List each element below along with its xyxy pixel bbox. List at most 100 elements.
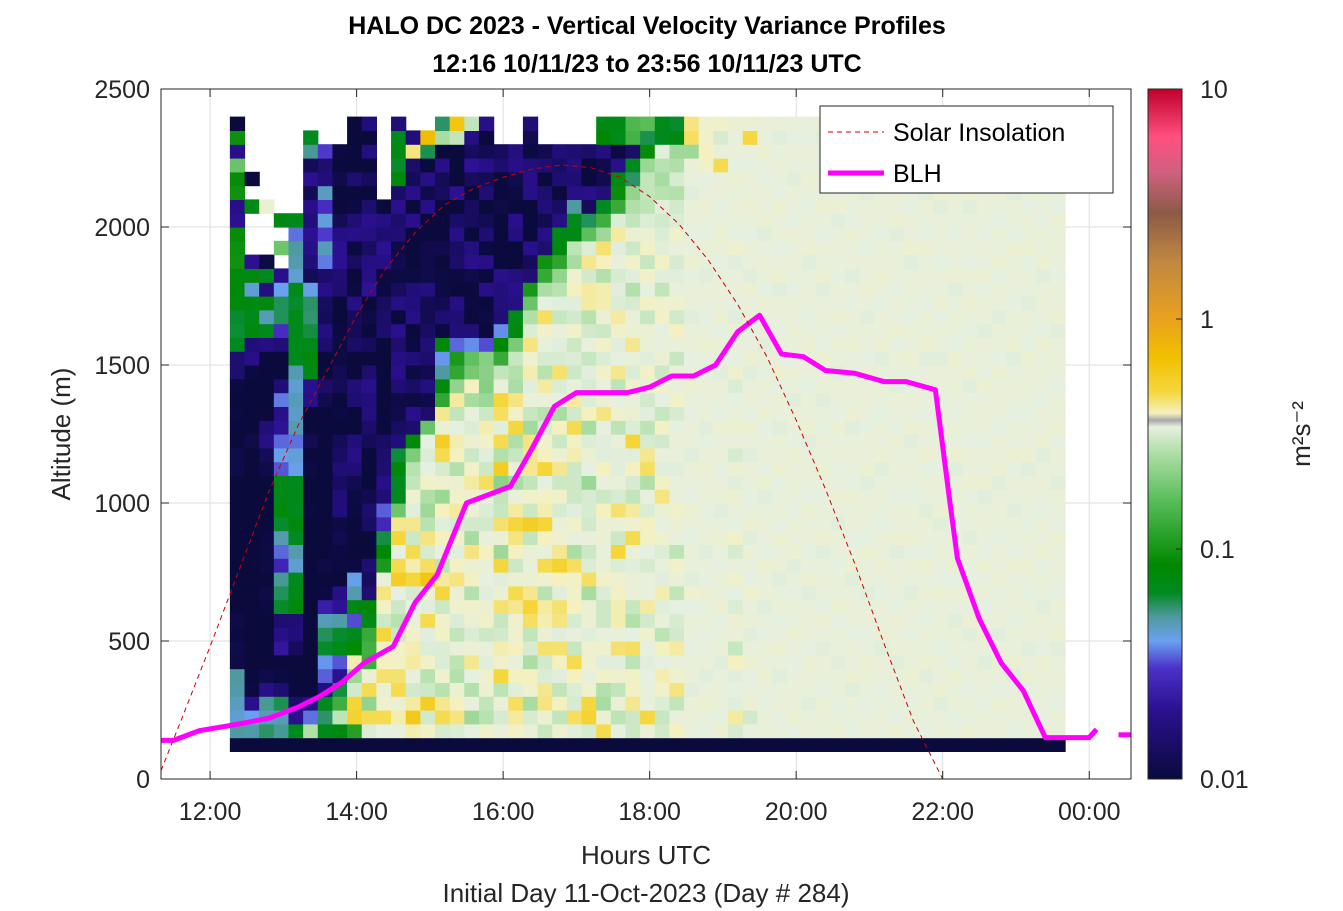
- heatmap-cell: [449, 227, 465, 242]
- heatmap-cell: [581, 585, 597, 601]
- heatmap-cell: [698, 516, 715, 532]
- heatmap-cell: [391, 309, 407, 325]
- heatmap-cell: [361, 185, 377, 200]
- heatmap-cell: [947, 682, 964, 697]
- heatmap-cell: [566, 171, 583, 187]
- heatmap-cell: [596, 392, 612, 407]
- heatmap-cell: [859, 503, 876, 518]
- heatmap-cell: [229, 116, 246, 131]
- heatmap-cell: [522, 309, 539, 325]
- heatmap-cell: [610, 227, 627, 242]
- heatmap-cell: [654, 392, 671, 407]
- heatmap-cell: [801, 516, 817, 532]
- heatmap-cell: [1050, 461, 1066, 476]
- heatmap-cell: [991, 627, 1008, 642]
- heatmap-cell: [962, 378, 978, 394]
- heatmap-cell: [596, 696, 612, 711]
- heatmap-cell: [596, 240, 612, 256]
- heatmap-cell: [654, 613, 671, 628]
- legend-label-blh: BLH: [893, 160, 942, 188]
- heatmap-cell: [874, 530, 890, 545]
- heatmap-cell: [288, 323, 304, 338]
- heatmap-cell: [522, 682, 539, 697]
- heatmap-cell: [933, 365, 949, 380]
- heatmap-cell: [493, 668, 509, 683]
- heatmap-cell: [478, 696, 495, 711]
- heatmap-cell: [303, 585, 319, 601]
- heatmap-cell: [1006, 530, 1022, 545]
- heatmap-cell: [1021, 585, 1037, 601]
- heatmap-cell: [1050, 530, 1066, 545]
- heatmap-cell: [449, 737, 465, 752]
- heatmap-cell: [698, 351, 715, 366]
- heatmap-cell: [977, 544, 993, 559]
- heatmap-cell: [889, 475, 905, 490]
- heatmap-cell: [772, 130, 788, 145]
- heatmap-cell: [977, 434, 993, 449]
- heatmap-cell: [420, 144, 436, 159]
- heatmap-cell: [669, 351, 685, 366]
- heatmap-cell: [596, 613, 612, 628]
- heatmap-cell: [962, 682, 978, 697]
- heatmap-cell: [1006, 268, 1022, 283]
- heatmap-cell: [273, 461, 290, 476]
- heatmap-cell: [610, 158, 627, 173]
- heatmap-cell: [918, 213, 934, 228]
- heatmap-cell: [361, 737, 377, 752]
- heatmap-cell: [508, 572, 524, 587]
- heatmap-cell: [449, 682, 465, 697]
- heatmap-cell: [640, 199, 656, 214]
- heatmap-cell: [625, 337, 641, 352]
- heatmap-cell: [830, 654, 846, 670]
- heatmap-cell: [640, 544, 656, 559]
- heatmap-cell: [435, 654, 451, 670]
- heatmap-cell: [317, 227, 334, 242]
- heatmap-cell: [1006, 710, 1022, 725]
- heatmap-cell: [273, 737, 290, 752]
- heatmap-cell: [815, 737, 832, 752]
- heatmap-cell: [552, 682, 568, 697]
- heatmap-cell: [640, 627, 656, 642]
- heatmap-cell: [537, 282, 553, 297]
- heatmap-cell: [229, 420, 246, 435]
- heatmap-cell: [947, 351, 964, 366]
- heatmap-cell: [552, 710, 568, 725]
- heatmap-cell: [552, 337, 568, 352]
- heatmap-cell: [1006, 558, 1022, 573]
- heatmap-cell: [376, 337, 392, 352]
- heatmap-cell: [713, 682, 729, 697]
- heatmap-cell: [1021, 213, 1037, 228]
- heatmap-cell: [229, 406, 246, 421]
- heatmap-cell: [596, 171, 612, 187]
- heatmap-cell: [317, 309, 334, 325]
- heatmap-cell: [493, 723, 509, 739]
- heatmap-cell: [478, 185, 495, 200]
- heatmap-cell: [815, 530, 832, 545]
- heatmap-cell: [361, 309, 377, 325]
- heatmap-cell: [493, 144, 509, 159]
- heatmap-cell: [947, 296, 964, 311]
- heatmap-cell: [288, 737, 304, 752]
- heatmap-cell: [625, 392, 641, 407]
- heatmap-cell: [347, 434, 363, 449]
- heatmap-cell: [1006, 599, 1022, 614]
- heatmap-cell: [815, 240, 832, 256]
- heatmap-cell: [947, 199, 964, 214]
- heatmap-cell: [1006, 696, 1022, 711]
- heatmap-cell: [977, 351, 993, 366]
- heatmap-cell: [1021, 723, 1037, 739]
- heatmap-cell: [391, 654, 407, 670]
- heatmap-cell: [698, 723, 715, 739]
- heatmap-cell: [845, 558, 861, 573]
- heatmap-cell: [640, 641, 656, 656]
- heatmap-cell: [566, 337, 583, 352]
- heatmap-cell: [772, 599, 788, 614]
- heatmap-cell: [786, 268, 802, 283]
- heatmap-cell: [405, 337, 421, 352]
- heatmap-cell: [229, 378, 246, 394]
- heatmap-cell: [303, 420, 319, 435]
- heatmap-cell: [435, 641, 451, 656]
- heatmap-cell: [698, 392, 715, 407]
- heatmap-cell: [830, 461, 846, 476]
- heatmap-cell: [918, 309, 934, 325]
